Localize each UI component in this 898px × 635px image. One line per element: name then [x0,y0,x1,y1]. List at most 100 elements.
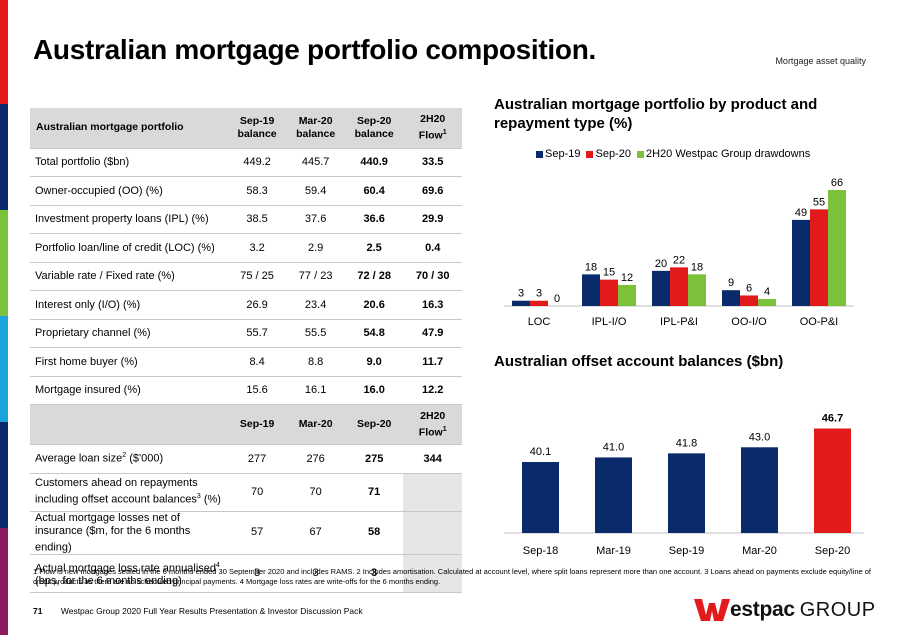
table-row-label-suffix: (bps, for the 6 months ending) [35,575,182,588]
chart2-category-label: Mar-19 [596,545,631,557]
table-cell: 75 / 25 [227,262,287,291]
table-cell: 344 [403,444,462,474]
table-row-label: Proprietary channel (%) [30,319,228,348]
chart1-data-label: 6 [746,282,752,294]
table-cell: 70 [227,473,287,512]
table-cell: 60.4 [344,176,404,206]
chart1-bar [722,290,740,306]
table-cell: 9.0 [344,347,404,377]
table-cell: 16.1 [286,376,345,405]
table-cell: 20.6 [344,290,404,320]
chart2-category-label: Sep-20 [815,545,850,557]
table-cell [403,554,462,594]
chart1-data-label: 49 [795,207,807,219]
table-row-label-sup: 3 [196,493,201,501]
table-cell: 33.5 [403,148,462,177]
table-cell: 8.8 [286,347,345,377]
legend-item-sep20: Sep-20 [586,148,631,160]
logo-group: GROUP [799,598,876,621]
chart1-data-label: 12 [621,272,633,284]
page-title: Australian mortgage portfolio compositio… [33,34,596,65]
section-tag: Mortgage asset quality [775,56,866,66]
table-cell: 276 [286,444,345,474]
table-row: Portfolio loan/line of credit (LOC) (%) 3… [30,233,462,263]
table-row-label-text: Customers ahead on repayments including … [35,477,198,506]
stripe-blue [0,316,8,422]
stripe-green [0,210,8,316]
table-row-label-text: Actual mortgage losses net of insurance … [35,511,191,554]
table-row: Actual mortgage loss rate annualised4 (b… [30,554,462,594]
chart1-category-label: OO-I/O [731,316,767,328]
table-cell: 70 [286,473,345,512]
chart2-data-label: 41.0 [603,441,624,453]
table-cell: 70 / 30 [403,262,462,291]
table-cell: 36.6 [344,205,404,234]
chart2-title: Australian offset account balances ($bn) [494,353,784,370]
table-row-label-text: Actual mortgage loss rate annualised [35,562,216,575]
chart2-data-label: 41.8 [676,437,697,449]
table-cell: 54.8 [344,319,404,348]
chart2-data-label: 46.7 [822,413,843,425]
table-cell: 69.6 [403,176,462,206]
table-cell: 11.7 [403,347,462,377]
table-cell: 37.6 [286,205,345,234]
chart1-bar [600,279,618,306]
footnote: 1 Flow is new mortgages settled in the 6… [33,567,871,586]
table-row-label: Total portfolio ($bn) [30,148,228,177]
table-cell: 55.5 [286,319,345,348]
chart1-bar [652,270,670,306]
chart1-bar [670,267,688,306]
chart1-category-label: IPL-P&I [660,316,698,328]
table-cell: 55.7 [227,319,287,348]
table-header-flow: 2H20 Flow1 [403,108,462,149]
table-row-label-text: Average loan size [35,453,123,466]
table-row-label: Interest only (I/O) (%) [30,290,228,320]
table-cell: 0.4 [403,233,462,263]
chart1-data-label: 0 [554,293,560,305]
chart1-data-label: 4 [764,286,770,298]
table-subheader-flow-text: 2H20 Flow [418,409,446,439]
chart1-data-label: 55 [813,196,825,208]
chart1-bar [828,190,846,306]
stripe-navy-2 [0,422,8,528]
table-row: Owner-occupied (OO) (%) 58.3 59.4 60.4 69.6 [30,176,462,206]
table-cell: 449.2 [227,148,287,177]
westpac-logo: estpac GROUP [694,598,876,622]
chart1-title: Australian mortgage portfolio by product… [494,96,818,132]
page-number: 71 [33,606,43,616]
table-cell: 16.3 [403,290,462,320]
footer: 71 Westpac Group 2020 Full Year Results … [33,606,363,616]
chart1-bar [530,300,548,306]
table-subheader-flow: 2H20 Flow1 [403,404,462,445]
chart1-bar [618,284,636,306]
footer-text: Westpac Group 2020 Full Year Results Pre… [60,606,363,616]
chart1-bar [740,295,758,306]
chart1-data-label: 22 [673,254,685,266]
table-header-sep20: Sep-20 balance [344,108,404,149]
table-row-label-suffix: (%) [200,493,221,506]
table-header-flow-sup: 1 [442,129,447,136]
table-cell: 2.5 [344,233,404,263]
chart2-bar [814,428,851,533]
table-row-label-sup: 2 [122,452,127,460]
table-row: Mortgage insured (%) 15.6 16.1 16.0 12.2 [30,376,462,405]
table-cell: 67 [286,511,345,556]
table-row-label: Investment property loans (IPL) (%) [30,205,228,234]
table-subheader-sep20: Sep-20 [344,404,404,445]
legend-label-drawdowns: 2H20 Westpac Group drawdowns [645,148,811,160]
chart1-data-label: 18 [691,261,703,273]
logo-wordmark: estpac [730,598,795,621]
table-cell: 58 [344,511,404,556]
chart1-bar [512,300,530,306]
chart1-data-label: 18 [585,261,597,273]
table-cell: 72 / 28 [344,262,404,291]
table-cell: 445.7 [286,148,345,177]
table-row-label: Owner-occupied (OO) (%) [30,176,228,206]
table-header-flow-text: 2H20 Flow [418,113,446,142]
table-cell: 26.9 [227,290,287,320]
chart1-bar [758,298,776,306]
table-header-row: Australian mortgage portfolio Sep-19 bal… [30,108,462,149]
table-cell: 38.5 [227,205,287,234]
table-row-label-sup: 4 [216,561,220,569]
